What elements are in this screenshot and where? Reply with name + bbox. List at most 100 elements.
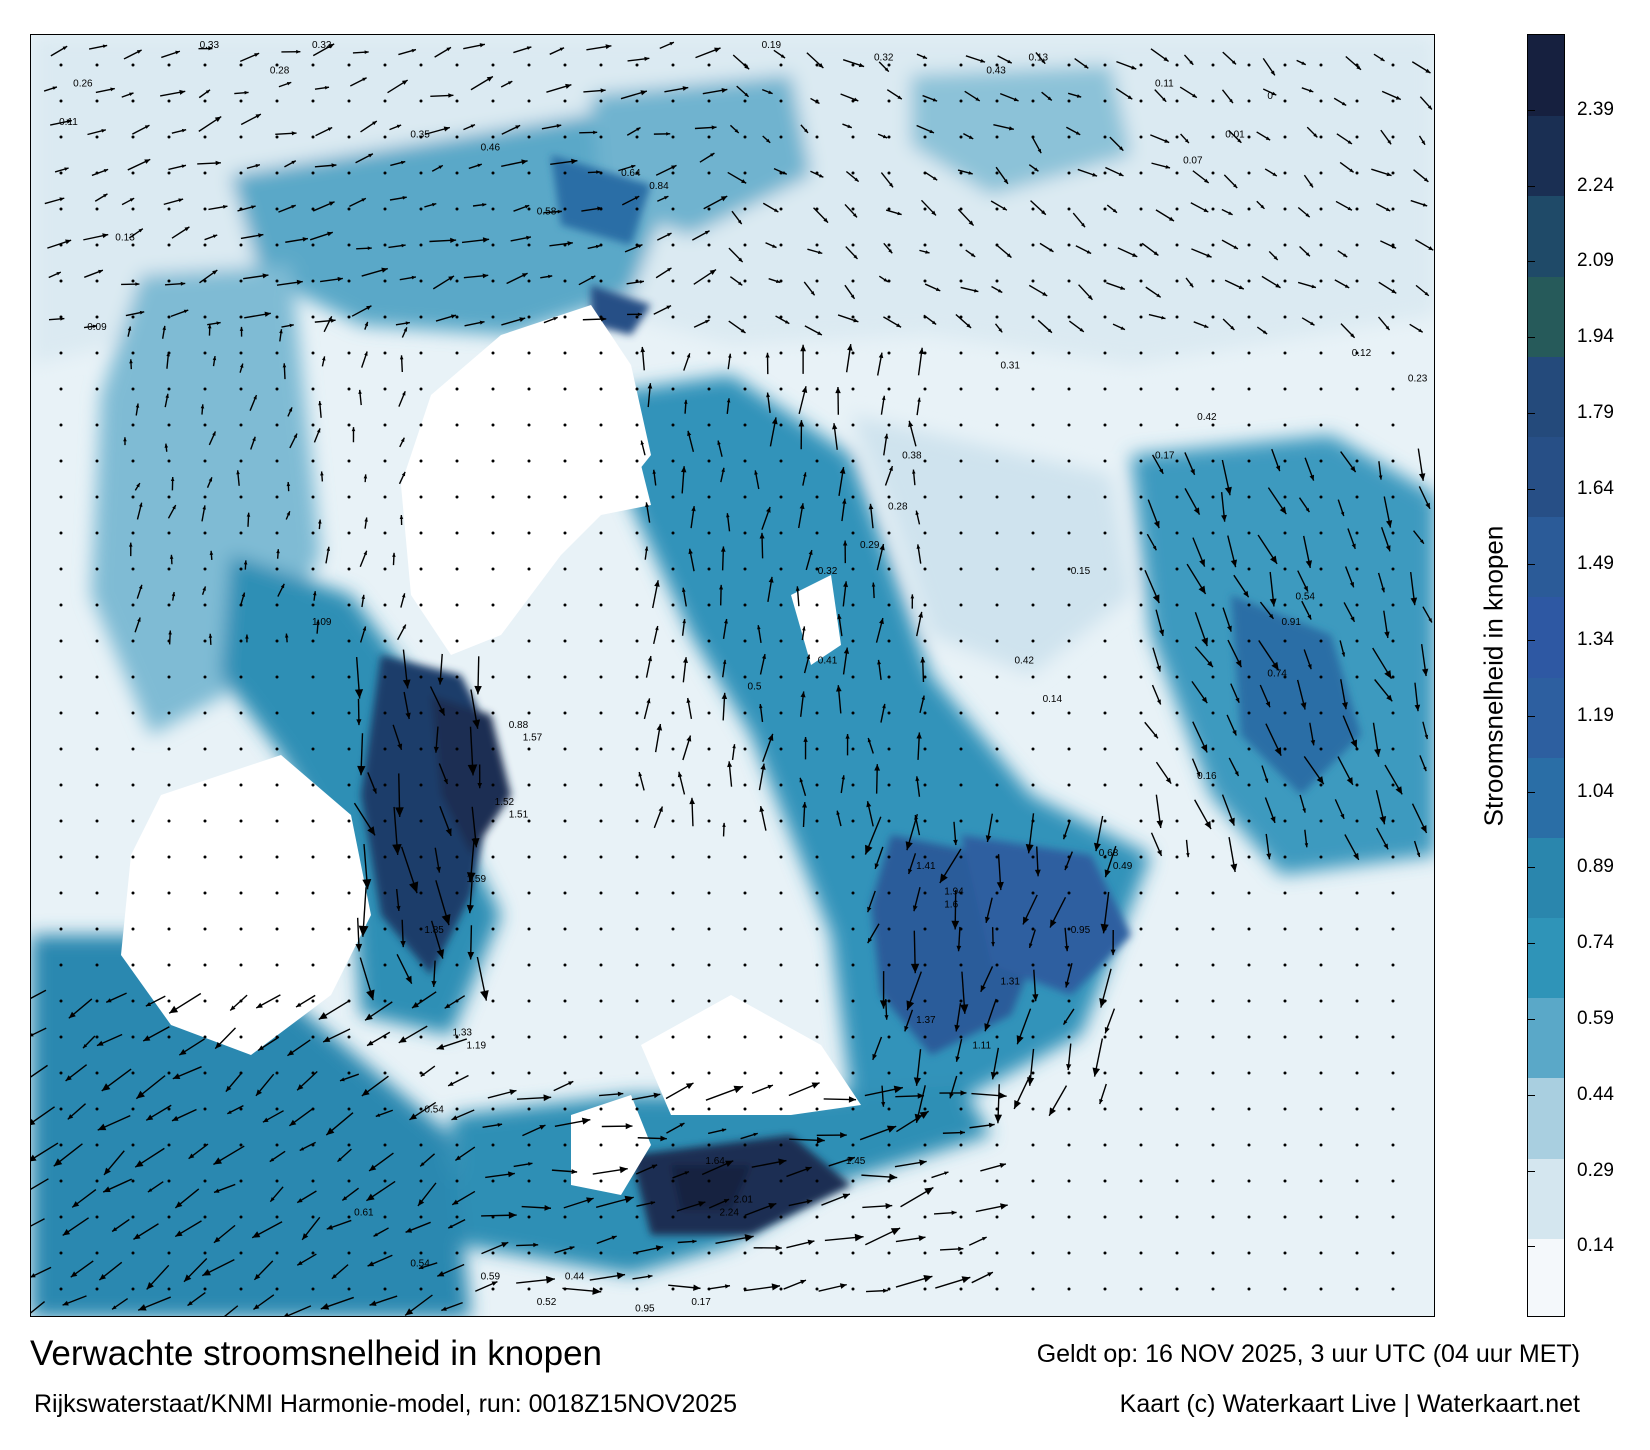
grid-dot <box>743 999 747 1003</box>
grid-dot <box>1139 999 1143 1003</box>
current-arrow <box>395 888 401 912</box>
current-arrow <box>905 813 919 851</box>
grid-dot <box>311 1035 315 1039</box>
current-arrow <box>818 1283 847 1292</box>
grid-dot <box>275 351 279 355</box>
grid-dot <box>95 891 99 895</box>
current-arrow <box>653 806 664 829</box>
current-arrow <box>1380 240 1397 249</box>
grid-dot <box>635 1071 639 1075</box>
grid-dot <box>1391 495 1395 499</box>
grid-dot <box>707 567 711 571</box>
current-arrow <box>1419 96 1433 110</box>
current-arrow <box>920 199 937 216</box>
current-arrow <box>1064 851 1073 871</box>
grid-dot <box>167 1035 171 1039</box>
grid-dot <box>599 639 603 643</box>
grid-dot <box>671 423 675 427</box>
current-arrow <box>213 1224 236 1244</box>
speed-label: 1.59 <box>467 874 487 885</box>
grid-dot <box>779 351 783 355</box>
current-arrow <box>400 593 406 608</box>
grid-dot <box>95 531 99 535</box>
grid-dot <box>1211 351 1215 355</box>
current-arrow <box>362 844 372 890</box>
speed-label: 0.14 <box>1043 694 1063 705</box>
grid-dot <box>455 711 459 715</box>
grid-dot <box>1247 639 1251 643</box>
grid-dot <box>167 999 171 1003</box>
grid-dot <box>59 1107 63 1111</box>
grid-dot <box>347 99 351 103</box>
grid-dot <box>1103 387 1107 391</box>
grid-dot <box>167 207 171 211</box>
grid-dot <box>419 387 423 391</box>
grid-dot <box>1319 279 1323 283</box>
current-arrow <box>236 470 240 486</box>
current-arrow <box>501 124 521 135</box>
grid-dot <box>1283 1179 1287 1183</box>
current-arrow <box>971 1271 994 1284</box>
grid-dot <box>527 1107 531 1111</box>
current-arrow <box>432 275 455 290</box>
current-arrow <box>940 1246 964 1252</box>
current-arrow <box>43 86 58 92</box>
grid-dot <box>671 351 675 355</box>
grid-dot <box>1067 999 1071 1003</box>
grid-dot <box>1103 315 1107 319</box>
current-arrow <box>513 46 532 54</box>
grid-dot <box>1031 891 1035 895</box>
grid-dot <box>383 711 387 715</box>
current-arrow <box>431 164 444 172</box>
current-arrow <box>351 427 356 443</box>
grid-dot <box>887 675 891 679</box>
grid-dot <box>455 927 459 931</box>
grid-dot <box>779 531 783 535</box>
grid-dot <box>1391 423 1395 427</box>
current-arrow <box>289 433 298 449</box>
current-arrow <box>1303 649 1312 670</box>
grid-dot <box>815 711 819 715</box>
grid-dot <box>815 999 819 1003</box>
grid-dot <box>383 783 387 787</box>
grid-dot <box>1211 1071 1215 1075</box>
grid-dot <box>1067 207 1071 211</box>
grid-dot <box>311 783 315 787</box>
current-arrow <box>249 394 258 411</box>
grid-dot <box>1247 495 1251 499</box>
current-arrow <box>441 1301 463 1312</box>
current-arrow <box>805 549 813 571</box>
current-arrow <box>1301 317 1315 326</box>
current-arrow <box>136 502 143 520</box>
grid-dot <box>1031 963 1035 967</box>
grid-dot <box>455 459 459 463</box>
speed-label: 0.61 <box>354 1207 374 1218</box>
current-arrow <box>1371 168 1392 177</box>
speed-label: 2.01 <box>734 1195 754 1206</box>
grid-dot <box>779 639 783 643</box>
grid-dot <box>491 135 495 139</box>
grid-dot <box>1031 603 1035 607</box>
grid-dot <box>635 207 639 211</box>
current-arrow <box>1146 533 1157 551</box>
current-arrow <box>651 580 660 609</box>
grid-dot <box>851 63 855 67</box>
grid-dot <box>455 171 459 175</box>
grid-dot <box>707 387 711 391</box>
current-arrow <box>147 1181 164 1193</box>
speed-label: 1.19 <box>467 1041 487 1052</box>
current-arrow <box>553 1080 574 1092</box>
current-arrow <box>1420 644 1429 677</box>
map-panel[interactable]: 0.33 0.26 0.11 0.13 0.09 0.28 0.32 0.35 0.46 0.58… <box>30 34 1435 1317</box>
grid-dot <box>239 315 243 319</box>
speed-label: 0.17 <box>1155 450 1175 461</box>
grid-dot <box>995 387 999 391</box>
colorbar-segment <box>1528 35 1564 117</box>
current-arrow <box>285 237 309 243</box>
current-arrow <box>721 659 727 678</box>
current-arrow <box>170 309 189 318</box>
grid-dot <box>959 1287 963 1291</box>
current-arrow <box>1418 486 1431 510</box>
grid-dot <box>167 243 171 247</box>
grid-dot <box>959 207 963 211</box>
